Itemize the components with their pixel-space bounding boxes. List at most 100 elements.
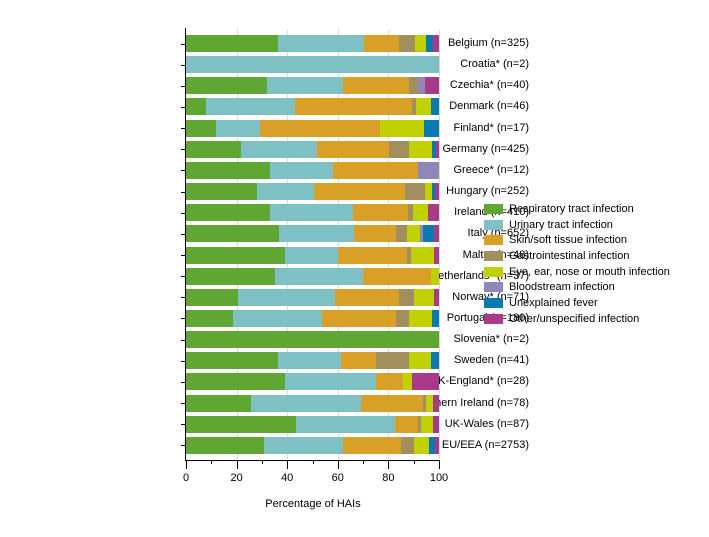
- legend-swatch: [484, 266, 503, 277]
- bar-segment: [186, 161, 271, 179]
- bar-segment: [186, 352, 278, 370]
- bar-segment: [186, 246, 286, 264]
- x-minor-tick: [363, 460, 365, 464]
- bar-segment: [395, 225, 407, 243]
- country-label: Netherlands* (n=37): [430, 269, 529, 282]
- bar-segment: [257, 183, 314, 201]
- bar-segment: [395, 309, 409, 327]
- legend-item: Skin/soft tissue infection: [484, 232, 670, 248]
- bar-segment: [413, 204, 428, 222]
- x-tick-label: 80: [382, 472, 395, 484]
- bar-segment: [431, 140, 436, 158]
- legend: Respiratory tract infection Urinary tract…: [484, 201, 670, 327]
- country-label: UK-Wales (n=87): [444, 417, 529, 430]
- y-axis-line: [185, 28, 186, 461]
- x-tick-label: 0: [182, 472, 190, 484]
- bar-segment: [362, 267, 431, 285]
- bar-segment: [274, 267, 363, 285]
- legend-swatch: [484, 282, 503, 293]
- legend-swatch: [484, 235, 503, 246]
- bar-segment: [206, 98, 296, 116]
- bar-segment: [186, 77, 268, 95]
- bar-segment: [264, 436, 343, 454]
- bar-segment: [376, 352, 409, 370]
- bar-row: [186, 373, 439, 391]
- bar-segment: [404, 183, 425, 201]
- bar-segment: [414, 35, 426, 52]
- bar-segment: [417, 161, 439, 179]
- bar-row: [186, 246, 439, 264]
- legend-swatch: [484, 203, 503, 214]
- bar-segment: [416, 98, 432, 116]
- bar-segment: [410, 246, 434, 264]
- y-tick: [181, 85, 186, 87]
- country-label: UK-England* (n=28): [430, 375, 529, 388]
- bar-segment: [424, 183, 432, 201]
- x-major-tick: [236, 460, 238, 469]
- legend-item: Unexplained fever: [484, 295, 670, 311]
- bar-segment: [237, 288, 335, 306]
- bar-segment: [313, 183, 405, 201]
- y-tick: [181, 318, 186, 320]
- bar-segment: [186, 331, 439, 349]
- country-label: Finland* (n=17): [453, 121, 529, 134]
- y-tick: [181, 360, 186, 362]
- legend-swatch: [484, 250, 503, 261]
- gridline: [388, 30, 390, 460]
- country-label: Norway* (n=71): [452, 290, 529, 303]
- bar-segment: [398, 35, 415, 52]
- bar-segment: [427, 204, 439, 222]
- bar-segment: [353, 204, 408, 222]
- bar-segment: [433, 246, 439, 264]
- bar-segment: [400, 436, 414, 454]
- bar-segment: [394, 415, 418, 433]
- y-tick: [181, 403, 186, 405]
- legend-item: Urinary tract infection: [484, 217, 670, 233]
- bar-row: [186, 183, 439, 201]
- bar-segment: [295, 98, 413, 116]
- bar-segment: [430, 267, 439, 285]
- y-tick: [181, 128, 186, 130]
- bar-segment: [408, 77, 419, 95]
- legend-item: Gastrointestinal infection: [484, 248, 670, 264]
- y-tick: [181, 276, 186, 278]
- bar-segment: [250, 394, 362, 412]
- bar-segment: [342, 436, 401, 454]
- gridline: [236, 30, 238, 460]
- bar-segment: [432, 35, 439, 52]
- country-label: Hungary (n=252): [446, 185, 529, 198]
- bar-segment: [186, 267, 275, 285]
- y-tick: [181, 170, 186, 172]
- country-label: Belgium (n=325): [447, 37, 529, 49]
- bar-segment: [260, 119, 380, 137]
- bar-segment: [338, 246, 407, 264]
- bar-segment: [215, 119, 261, 137]
- bar-segment: [424, 77, 439, 95]
- bar-segment: [186, 56, 439, 74]
- country-label: Slovenia* (n=2): [453, 333, 529, 346]
- x-minor-tick: [261, 460, 263, 464]
- bar-segment: [432, 394, 439, 412]
- y-tick: [181, 445, 186, 447]
- bar-segment: [186, 309, 233, 327]
- x-major-tick: [337, 460, 339, 469]
- bar-row: [186, 331, 439, 349]
- bar-row: [186, 98, 439, 116]
- bar-row: [186, 119, 439, 137]
- bar-segment: [186, 373, 286, 391]
- x-major-tick: [439, 460, 440, 469]
- bar-row: [186, 225, 439, 243]
- bar-segment: [412, 98, 417, 116]
- x-minor-tick: [211, 460, 213, 464]
- bar-segment: [433, 288, 439, 306]
- x-minor-tick: [312, 460, 314, 464]
- legend-item: Eye, ear, nose or mouth infection: [484, 264, 670, 280]
- bar-segment: [389, 140, 409, 158]
- bar-segment: [375, 373, 403, 391]
- y-tick: [181, 297, 186, 299]
- bar-segment: [430, 352, 439, 370]
- y-tick: [181, 339, 186, 341]
- bar-segment: [422, 225, 434, 243]
- y-tick: [181, 424, 186, 426]
- bar-segment: [333, 161, 418, 179]
